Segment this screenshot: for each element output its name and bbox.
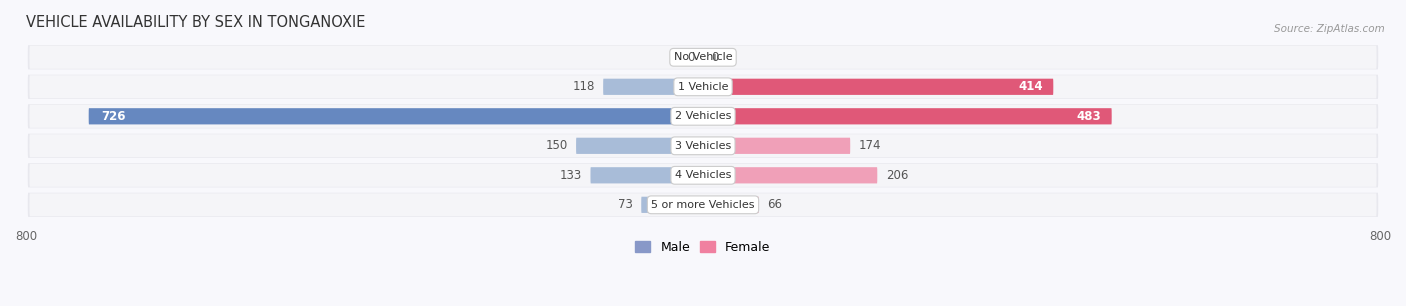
FancyBboxPatch shape xyxy=(641,197,703,213)
Text: 73: 73 xyxy=(617,198,633,211)
FancyBboxPatch shape xyxy=(30,193,1376,216)
FancyBboxPatch shape xyxy=(89,108,703,125)
Text: 0: 0 xyxy=(711,51,718,64)
Text: 414: 414 xyxy=(1018,80,1043,93)
FancyBboxPatch shape xyxy=(28,193,1378,217)
Text: 483: 483 xyxy=(1077,110,1101,123)
Text: 66: 66 xyxy=(768,198,782,211)
Text: 5 or more Vehicles: 5 or more Vehicles xyxy=(651,200,755,210)
FancyBboxPatch shape xyxy=(30,105,1376,128)
Text: 3 Vehicles: 3 Vehicles xyxy=(675,141,731,151)
Text: 2 Vehicles: 2 Vehicles xyxy=(675,111,731,121)
FancyBboxPatch shape xyxy=(703,197,759,213)
FancyBboxPatch shape xyxy=(30,46,1376,69)
FancyBboxPatch shape xyxy=(603,79,703,95)
Text: 4 Vehicles: 4 Vehicles xyxy=(675,170,731,180)
Legend: Male, Female: Male, Female xyxy=(630,236,776,259)
Text: 118: 118 xyxy=(572,80,595,93)
FancyBboxPatch shape xyxy=(30,164,1376,187)
FancyBboxPatch shape xyxy=(28,75,1378,99)
FancyBboxPatch shape xyxy=(30,75,1376,98)
Text: 1 Vehicle: 1 Vehicle xyxy=(678,82,728,92)
FancyBboxPatch shape xyxy=(28,134,1378,158)
Text: No Vehicle: No Vehicle xyxy=(673,52,733,62)
Text: Source: ZipAtlas.com: Source: ZipAtlas.com xyxy=(1274,24,1385,35)
Text: 0: 0 xyxy=(688,51,695,64)
FancyBboxPatch shape xyxy=(30,134,1376,157)
FancyBboxPatch shape xyxy=(703,108,1112,125)
FancyBboxPatch shape xyxy=(703,167,877,183)
Text: 174: 174 xyxy=(859,139,882,152)
FancyBboxPatch shape xyxy=(28,104,1378,129)
Text: 726: 726 xyxy=(101,110,127,123)
Text: 150: 150 xyxy=(546,139,568,152)
Text: 206: 206 xyxy=(886,169,908,182)
FancyBboxPatch shape xyxy=(703,138,851,154)
Text: VEHICLE AVAILABILITY BY SEX IN TONGANOXIE: VEHICLE AVAILABILITY BY SEX IN TONGANOXI… xyxy=(27,15,366,30)
FancyBboxPatch shape xyxy=(28,45,1378,69)
Text: 133: 133 xyxy=(560,169,582,182)
FancyBboxPatch shape xyxy=(28,163,1378,187)
FancyBboxPatch shape xyxy=(576,138,703,154)
FancyBboxPatch shape xyxy=(591,167,703,183)
FancyBboxPatch shape xyxy=(703,79,1053,95)
